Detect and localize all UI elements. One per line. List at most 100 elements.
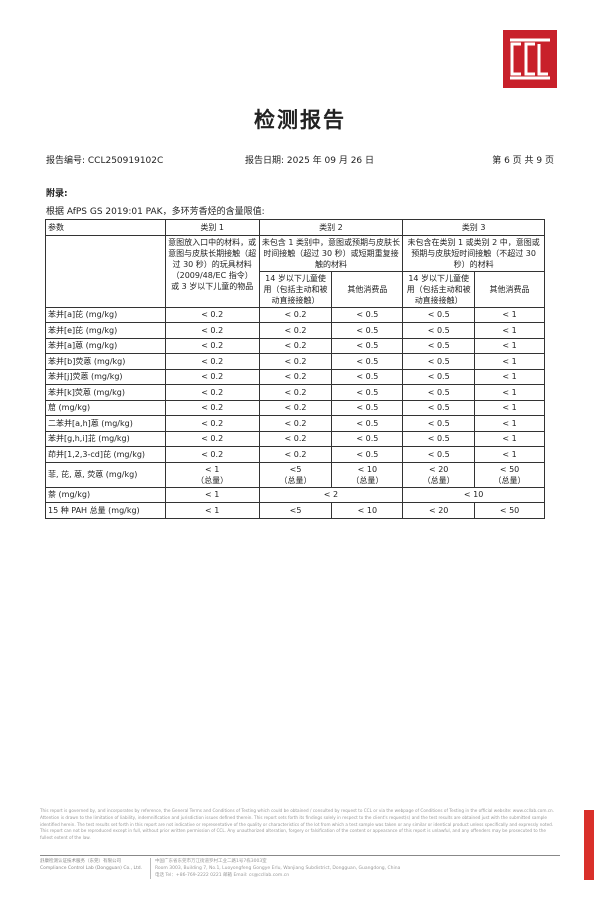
basis-text: 根据 AfPS GS 2019:01 PAK，多环芳香烃的含量限值: (46, 207, 265, 217)
param-name: 茚并[1,2,3-cd]芘 (mg/kg) (45, 446, 166, 463)
company-info: 舒康检测认证技术服务（东莞）有限公司 Compliance Control Lab… (40, 858, 142, 872)
limit-value: < 0.5 (402, 368, 476, 385)
limit-value: < 0.2 (258, 446, 333, 463)
limit-value: < 50 (474, 502, 545, 519)
table-row: 二苯并[a,h]蒽 (mg/kg) < 0.2 < 0.2 < 0.5 < 0.5 < 1 (45, 415, 545, 432)
limit-value: < 20 （总量） (402, 461, 476, 488)
table-row: 苯并[b]荧蒽 (mg/kg) < 0.2 < 0.2 < 0.5 < 0.5 < 1 (45, 353, 545, 370)
limit-value: < 1 (474, 306, 545, 323)
limit-value: < 10 （总量） (331, 461, 404, 488)
limit-value: < 0.2 (258, 368, 333, 385)
cat2-children: 14 岁以下儿童使用（包括主动和被动直接接触） (258, 270, 333, 308)
limit-value: < 0.2 (164, 322, 260, 339)
disclaimer: This report is governed by, and incorpor… (40, 808, 555, 841)
param-name: 二苯并[a,h]蒽 (mg/kg) (45, 415, 166, 432)
limit-value: < 1 (474, 415, 545, 432)
limit-value: < 0.2 (258, 306, 333, 323)
limit-value: < 0.2 (164, 415, 260, 432)
limit-value: < 0.5 (331, 322, 404, 339)
address-info: 中国广东省东莞市万江街道罗村工业二路1号7栋3003室 Room 3003, Bu… (150, 858, 400, 879)
cat3-children: 14 岁以下儿童使用（包括主动和被动直接接触） (402, 270, 476, 308)
limit-value: < 0.5 (331, 368, 404, 385)
address-en: Room 3003, Building 7, No.1, Luoyongfeng… (155, 866, 401, 871)
report-number: 报告编号: CCL250919102C (46, 156, 164, 166)
limit-value: <5 （总量） (258, 461, 333, 488)
limit-value: < 0.2 (164, 353, 260, 370)
table-row: 15 种 PAH 总量 (mg/kg) < 1 <5 < 10 < 20 < 50 (45, 502, 545, 519)
limit-value: < 0.5 (331, 384, 404, 401)
limit-value: < 0.5 (402, 399, 476, 416)
limit-value: < 1 (164, 486, 260, 503)
red-accent-bar (584, 810, 594, 880)
cat3-other: 其他消费品 (474, 270, 545, 308)
limit-value: < 0.2 (258, 430, 333, 447)
limit-value: < 0.5 (402, 306, 476, 323)
limit-value: < 10 (402, 486, 545, 503)
limit-value: < 0.5 (402, 322, 476, 339)
limit-value: < 0.2 (258, 399, 333, 416)
limit-value: < 0.2 (258, 322, 333, 339)
limit-value: < 1 (474, 368, 545, 385)
cat1-description: 意图放入口中的材料，或意图与皮肤长期接触（超过 30 秒）的玩具材料（2009/… (164, 234, 260, 308)
limit-value: < 0.5 (331, 399, 404, 416)
limit-value: < 0.5 (331, 430, 404, 447)
limit-value: < 0.5 (402, 337, 476, 354)
limit-value: < 10 (331, 502, 404, 519)
param-name: 苯并[b]荧蒽 (mg/kg) (45, 353, 166, 370)
table-row: 苯并[g,h,i]苝 (mg/kg) < 0.2 < 0.2 < 0.5 < 0.5 < … (45, 430, 545, 447)
limit-value: < 0.2 (164, 337, 260, 354)
param-name: 苯并[j]荧蒽 (mg/kg) (45, 368, 166, 385)
limit-value: < 1 (164, 502, 260, 519)
limit-value: < 0.5 (331, 353, 404, 370)
page-number: 第 6 页 共 9 页 (492, 156, 554, 166)
param-name: 萘 (mg/kg) (45, 486, 166, 503)
limit-value: < 0.5 (402, 415, 476, 432)
limit-value: < 0.2 (164, 446, 260, 463)
limit-value: < 1 (474, 384, 545, 401)
limit-value: < 1 (474, 353, 545, 370)
limit-value: < 0.2 (258, 384, 333, 401)
param-name: 苯并[a]蒽 (mg/kg) (45, 337, 166, 354)
limit-value: < 0.5 (402, 384, 476, 401)
limit-value: < 0.5 (402, 353, 476, 370)
pah-limits-table: 参数 类别 1 类别 2 类别 3 意图放入口中的材料，或意图与皮肤长期接触（超过 3… (45, 219, 545, 519)
table-row: 苯并[a]芘 (mg/kg) < 0.2 < 0.2 < 0.5 < 0.5 < 1 (45, 306, 545, 323)
empty-cell (45, 234, 166, 308)
appendix-heading: 附录: (46, 189, 68, 199)
header-cat3: 类别 3 (402, 219, 545, 236)
limit-value: < 2 (258, 486, 404, 503)
limit-value: < 1 (474, 337, 545, 354)
limit-value: < 20 (402, 502, 476, 519)
limit-value: < 1 (474, 322, 545, 339)
param-name: 苯并[a]芘 (mg/kg) (45, 306, 166, 323)
param-name: 菲, 芘, 蒽, 荧蒽 (mg/kg) (45, 461, 166, 488)
footer-divider (40, 855, 560, 856)
limit-value: < 0.5 (331, 306, 404, 323)
limit-value: < 0.5 (331, 337, 404, 354)
table-row: 苯并[a]蒽 (mg/kg) < 0.2 < 0.2 < 0.5 < 0.5 < 1 (45, 337, 545, 354)
header-cat1: 类别 1 (164, 219, 260, 236)
table-row: 菲, 芘, 蒽, 荧蒽 (mg/kg) < 1 （总量） <5 （总量） < 10 （… (45, 461, 545, 488)
limit-value: < 50 （总量） (474, 461, 545, 488)
table-row: 萘 (mg/kg) < 1 < 2 < 10 (45, 486, 545, 503)
cat2-description: 未包含 1 类别中，意图或预期与皮肤长时间接触（超过 30 秒）或短期重复接触的… (258, 234, 404, 272)
address-cn: 中国广东省东莞市万江街道罗村工业二路1号7栋3003室 (155, 859, 267, 864)
limit-value: < 0.5 (331, 446, 404, 463)
table-row: 䓛 (mg/kg) < 0.2 < 0.2 < 0.5 < 0.5 < 1 (45, 399, 545, 416)
page-title: 检测报告 (254, 107, 346, 132)
report-date: 报告日期: 2025 年 09 月 26 日 (245, 156, 375, 166)
company-en: Compliance Control Lab (Dongguan) Co., L… (40, 866, 143, 871)
param-name: 苯并[k]荧蒽 (mg/kg) (45, 384, 166, 401)
company-cn: 舒康检测认证技术服务（东莞）有限公司 (40, 859, 121, 864)
limit-value: < 0.2 (164, 430, 260, 447)
limit-value: < 0.2 (164, 384, 260, 401)
ccl-logo (503, 30, 557, 88)
limit-value: < 1 (474, 399, 545, 416)
limit-value: < 0.2 (258, 353, 333, 370)
header-param: 参数 (45, 219, 166, 236)
table-row: 苯并[j]荧蒽 (mg/kg) < 0.2 < 0.2 < 0.5 < 0.5 < 1 (45, 368, 545, 385)
limit-value: < 1 （总量） (164, 461, 260, 488)
cat2-other: 其他消费品 (331, 270, 404, 308)
contact: 电话 Tel：+86-769-2222 0221 邮箱 Email: cs@cc… (155, 873, 290, 878)
table-row: 苯并[e]芘 (mg/kg) < 0.2 < 0.2 < 0.5 < 0.5 < 1 (45, 322, 545, 339)
